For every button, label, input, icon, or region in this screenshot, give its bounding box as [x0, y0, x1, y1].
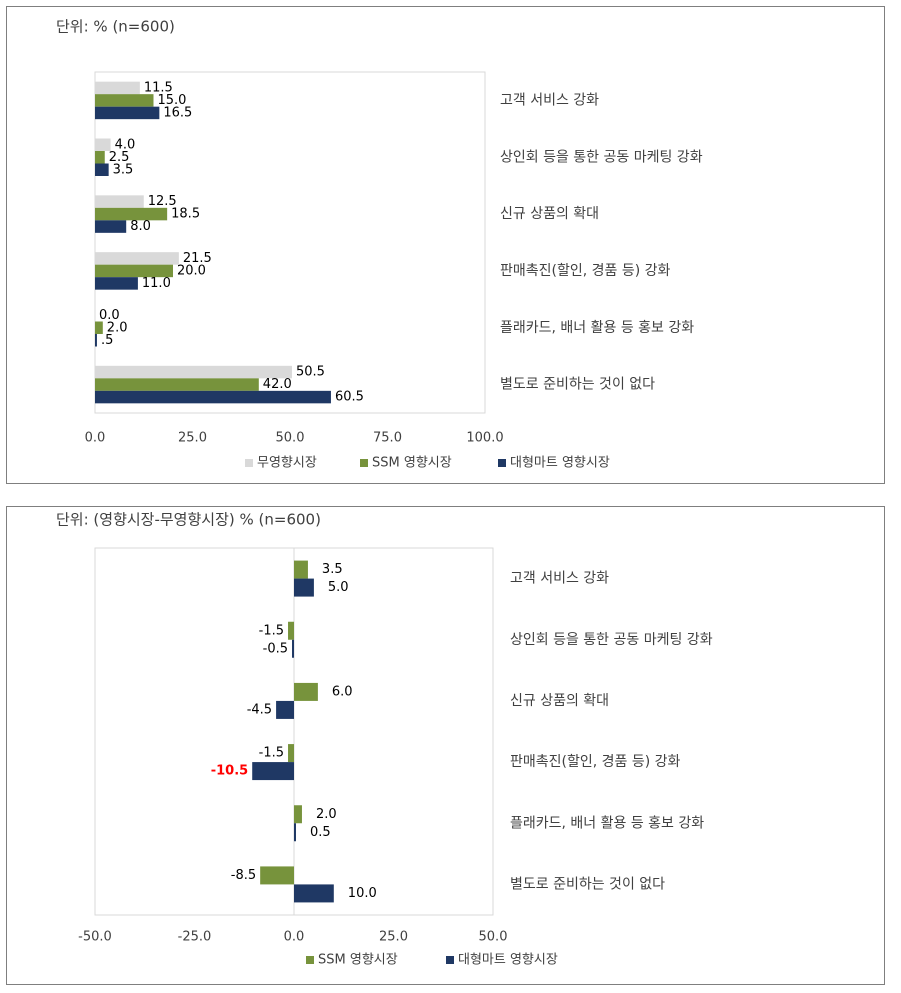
legend-label: SSM 영향시장	[372, 456, 452, 471]
x-tick-label: -25.0	[178, 930, 212, 945]
value-label: 42.0	[263, 377, 292, 392]
bar	[95, 106, 160, 120]
bar	[294, 578, 314, 597]
value-label: 4.0	[115, 137, 136, 152]
bar	[95, 334, 97, 347]
bar	[294, 682, 318, 701]
legend-swatch	[306, 956, 314, 964]
bar	[276, 700, 294, 719]
chart: 단위: (영향시장-무영향시장) % (n=600) -50.0 -25.0 0.0 2…	[6, 506, 885, 985]
bar	[294, 884, 334, 903]
legend-label: 대형마트 영향시장	[458, 953, 558, 968]
legend-swatch	[360, 459, 368, 467]
category-label: 신규 상품의 확대	[500, 206, 599, 222]
bar	[95, 220, 127, 233]
category-label: 상인회 등을 통한 공동 마케팅 강화	[510, 632, 713, 648]
bar	[252, 762, 294, 781]
legend-swatch	[245, 459, 253, 467]
x-tick-label: 0.0	[85, 431, 106, 446]
bar	[288, 744, 294, 763]
bar	[95, 163, 109, 176]
bar	[294, 823, 296, 842]
value-label: 15.0	[158, 93, 187, 108]
category-label: 별도로 준비하는 것이 없다	[510, 876, 665, 892]
bar	[95, 277, 138, 290]
x-tick-label: 75.0	[373, 431, 402, 446]
x-tick-label: 100.0	[466, 431, 503, 446]
chart-subtitle: 단위: (영향시장-무영향시장) % (n=600)	[56, 511, 321, 529]
x-tick-label: -50.0	[78, 930, 112, 945]
bar	[95, 365, 292, 379]
category-label: 고객 서비스 강화	[500, 92, 599, 108]
value-label: 60.5	[335, 390, 364, 405]
x-tick-label: 50.0	[276, 431, 305, 446]
category-label: 고객 서비스 강화	[510, 571, 609, 587]
bar	[95, 195, 144, 208]
value-label: -1.5	[259, 623, 284, 638]
category-label: 신규 상품의 확대	[510, 693, 609, 709]
bar	[95, 151, 105, 164]
value-label: 12.5	[148, 194, 177, 209]
value-label: -0.5	[263, 641, 288, 656]
legend-label: 대형마트 영향시장	[510, 456, 610, 471]
value-label: -1.5	[259, 746, 284, 761]
value-label: 2.0	[316, 807, 337, 822]
bar	[95, 378, 259, 391]
legend-label: 무영향시장	[257, 456, 317, 471]
value-label: -10.5	[211, 764, 248, 779]
legend-swatch	[498, 459, 506, 467]
bar	[95, 94, 154, 107]
value-label: 8.0	[130, 219, 151, 234]
chart: 단위: % (n=600) 0.0 25.0 50.0 75.0 100.0 고객 서비스 …	[6, 6, 885, 484]
x-tick-label: 25.0	[379, 930, 408, 945]
value-label: -4.5	[247, 702, 272, 717]
legend-label: SSM 영향시장	[318, 953, 398, 968]
category-label: 플래카드, 배너 활용 등 홍보 강화	[500, 320, 694, 336]
bar	[95, 321, 103, 334]
value-label: 6.0	[332, 684, 353, 699]
x-tick-label: 0.0	[284, 930, 305, 945]
value-label: 0.0	[99, 308, 120, 323]
bar	[288, 621, 294, 640]
value-label: 11.5	[144, 80, 173, 95]
value-label: .5	[101, 333, 113, 348]
x-tick-label: 25.0	[178, 431, 207, 446]
bar	[294, 560, 308, 579]
category-label: 별도로 준비하는 것이 없다	[500, 377, 655, 393]
value-label: 21.5	[183, 251, 212, 266]
bar	[95, 252, 179, 265]
value-label: 3.5	[113, 162, 134, 177]
value-label: -8.5	[231, 868, 256, 883]
category-label: 판매촉진(할인, 경품 등) 강화	[500, 263, 671, 279]
bar	[95, 207, 168, 221]
bar	[95, 264, 173, 278]
value-label: 16.5	[163, 105, 192, 120]
value-label: 10.0	[348, 886, 377, 901]
value-label: 2.0	[107, 320, 128, 335]
bar	[95, 138, 111, 151]
chart-frame	[6, 506, 885, 985]
value-label: 18.5	[171, 207, 200, 222]
x-tick-label: 50.0	[479, 930, 508, 945]
value-label: 20.0	[177, 263, 206, 278]
value-label: 0.5	[310, 825, 331, 840]
value-label: 11.0	[142, 276, 171, 291]
bar	[95, 390, 331, 404]
category-label: 플래카드, 배너 활용 등 홍보 강화	[510, 815, 704, 831]
plot-area	[94, 71, 486, 414]
chart-subtitle: 단위: % (n=600)	[56, 18, 175, 36]
value-label: 2.5	[109, 150, 130, 165]
category-label: 판매촉진(할인, 경품 등) 강화	[510, 754, 681, 770]
legend-swatch	[446, 956, 454, 964]
value-label: 3.5	[322, 562, 343, 577]
bar	[260, 866, 294, 885]
bar	[292, 639, 294, 658]
chart-frame	[6, 6, 885, 484]
bar	[95, 81, 140, 95]
value-label: 5.0	[328, 580, 349, 595]
category-label: 상인회 등을 통한 공동 마케팅 강화	[500, 149, 703, 165]
bar	[294, 805, 302, 824]
value-label: 50.5	[296, 365, 325, 380]
